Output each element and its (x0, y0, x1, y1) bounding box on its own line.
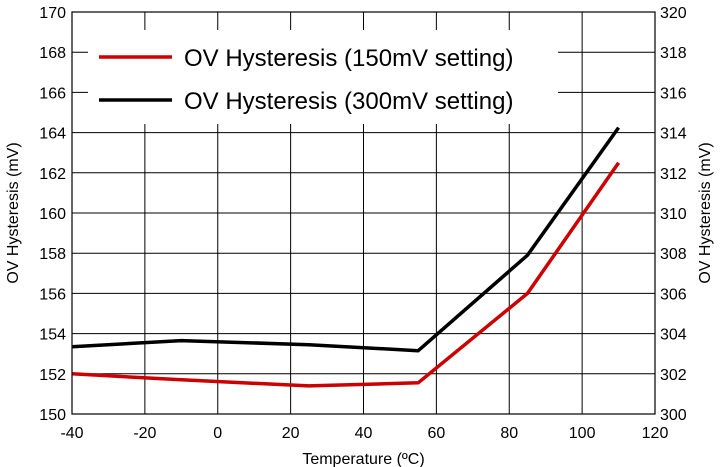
legend-background (88, 30, 558, 124)
y-left-tick-label: 170 (39, 5, 66, 22)
y-right-tick-label: 308 (660, 246, 687, 263)
y-right-tick-label: 314 (660, 126, 687, 143)
y-left-tick-label: 168 (39, 45, 66, 62)
series-line-1 (71, 161, 621, 388)
legend-label-1: OV Hysteresis (150mV setting) (184, 45, 513, 72)
legend: OV Hysteresis (150mV setting) OV Hysteres… (88, 30, 558, 124)
x-tick-label: 0 (213, 425, 222, 442)
y-left-tick-label: 160 (39, 206, 66, 223)
y-right-tick-label: 310 (660, 206, 687, 223)
y-left-tick-label: 154 (39, 327, 66, 344)
y-left-tick-label: 164 (39, 126, 66, 143)
y-left-tick-label: 166 (39, 85, 66, 102)
y-right-tick-label: 318 (660, 45, 687, 62)
x-tick-label: 40 (355, 425, 373, 442)
y-left-tick-label: 150 (39, 407, 66, 424)
y-axis-title-left: OV Hysteresis (mV) (5, 142, 22, 283)
x-tick-label: 60 (427, 425, 445, 442)
x-tick-label: 120 (642, 425, 669, 442)
x-tick-label: -40 (60, 425, 83, 442)
series-lines (71, 126, 621, 388)
y-left-tick-label: 158 (39, 246, 66, 263)
x-tick-label: -20 (133, 425, 156, 442)
y-right-tick-label: 312 (660, 166, 687, 183)
y-right-tick-label: 304 (660, 327, 687, 344)
x-tick-label: 20 (282, 425, 300, 442)
y-right-tick-label: 300 (660, 407, 687, 424)
y-right-tick-label: 302 (660, 367, 687, 384)
y-left-tick-label: 156 (39, 286, 66, 303)
y-left-tick-label: 162 (39, 166, 66, 183)
series-line-2 (71, 126, 621, 353)
y-right-tick-label: 320 (660, 5, 687, 22)
y-right-tick-label: 316 (660, 85, 687, 102)
x-axis-title: Temperature (ºC) (302, 451, 424, 467)
tick-labels: -40 -20 0 20 40 60 80 100 120 150 152 154 156 158 160 1… (39, 5, 687, 442)
x-tick-label: 100 (569, 425, 596, 442)
y-right-tick-label: 306 (660, 286, 687, 303)
y-left-tick-label: 152 (39, 367, 66, 384)
plot-frame (71, 11, 656, 415)
y-axis-title-right: OV Hysteresis (mV) (697, 142, 714, 283)
legend-label-2: OV Hysteresis (300mV setting) (184, 88, 513, 115)
x-tick-label: 80 (500, 425, 518, 442)
